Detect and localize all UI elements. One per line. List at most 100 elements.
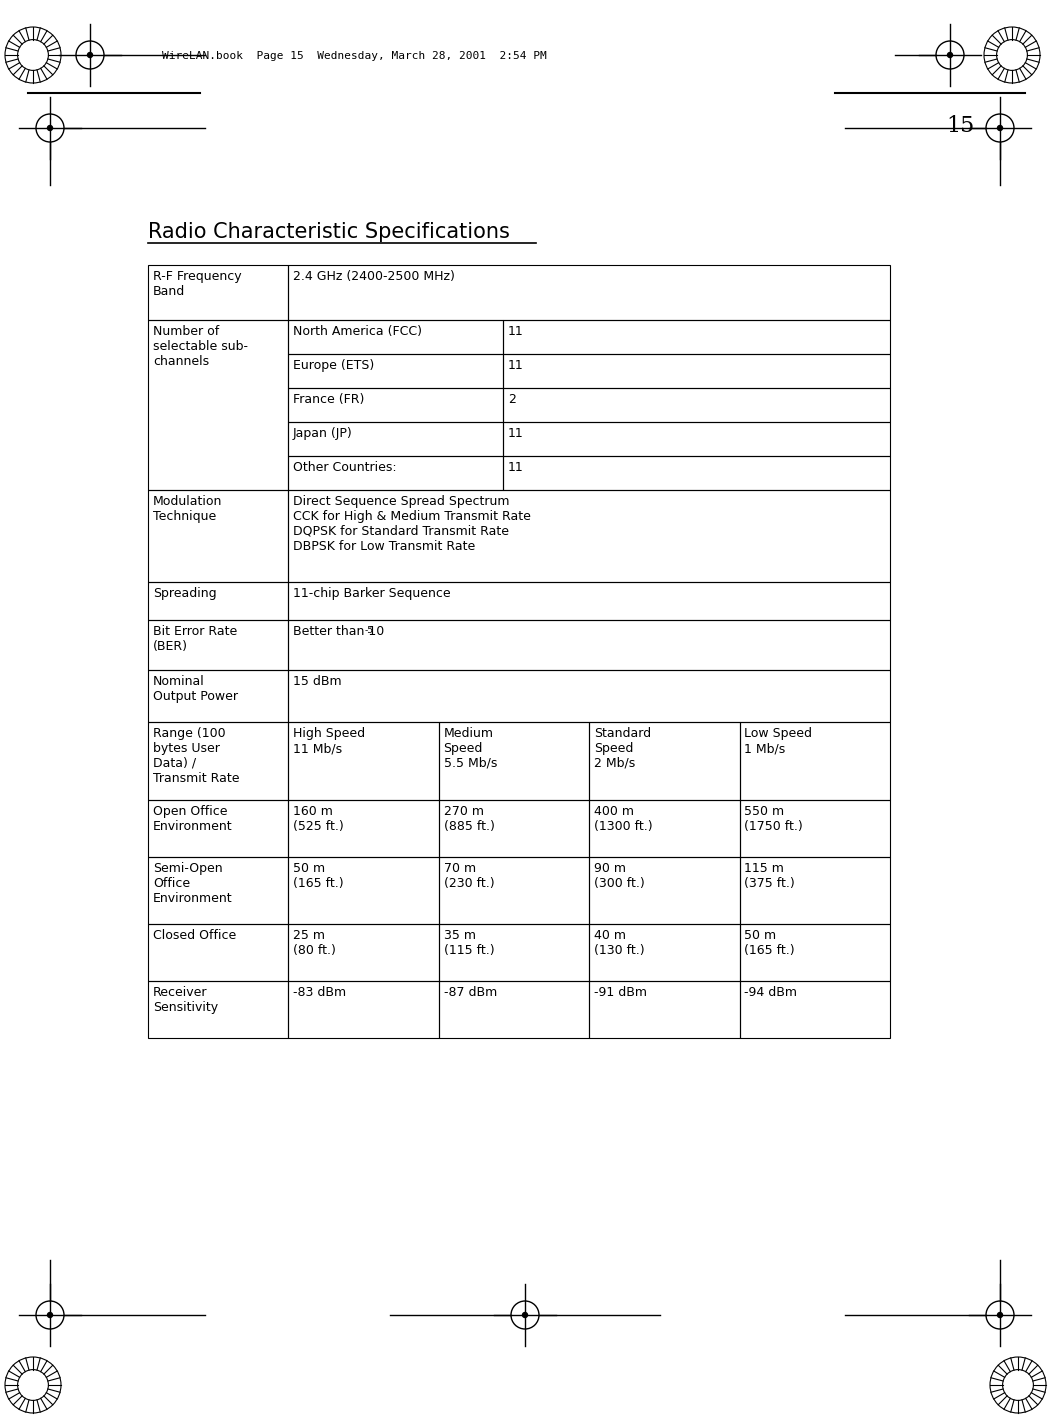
Bar	[148, 319, 288, 491]
Bar	[288, 620, 890, 670]
Text: 15: 15	[946, 116, 974, 137]
Text: 11: 11	[508, 461, 523, 473]
Bar	[148, 857, 288, 924]
Text: Open Office
Environment: Open Office Environment	[153, 806, 232, 833]
Text: 550 m
(1750 ft.): 550 m (1750 ft.)	[744, 806, 803, 833]
Text: Closed Office: Closed Office	[153, 928, 236, 943]
Text: Other Countries:: Other Countries:	[293, 461, 396, 473]
Text: Europe (ETS): Europe (ETS)	[293, 359, 374, 372]
Text: Japan (JP): Japan (JP)	[293, 426, 353, 441]
Bar	[148, 722, 288, 800]
Text: 2: 2	[508, 394, 516, 406]
Text: Number of
selectable sub-
channels: Number of selectable sub- channels	[153, 325, 248, 368]
Text: Better than 10: Better than 10	[293, 625, 385, 637]
Bar	[503, 319, 890, 354]
Bar	[288, 319, 503, 354]
Text: Standard
Speed
2 Mb/s: Standard Speed 2 Mb/s	[594, 727, 652, 770]
Text: Semi-Open
Office
Environment: Semi-Open Office Environment	[153, 861, 232, 906]
Text: Spreading: Spreading	[153, 588, 217, 600]
Bar	[589, 800, 740, 857]
Text: 400 m
(1300 ft.): 400 m (1300 ft.)	[594, 806, 653, 833]
Text: 11: 11	[508, 426, 523, 441]
Text: -91 dBm: -91 dBm	[594, 985, 647, 1000]
Text: North America (FCC): North America (FCC)	[293, 325, 423, 338]
Bar	[148, 670, 288, 722]
Bar	[288, 491, 890, 582]
Text: Radio Characteristic Specifications: Radio Characteristic Specifications	[148, 222, 510, 242]
Text: 90 m
(300 ft.): 90 m (300 ft.)	[594, 861, 644, 890]
Bar	[148, 582, 288, 620]
Text: High Speed
11 Mb/s: High Speed 11 Mb/s	[293, 727, 365, 754]
Bar	[740, 857, 890, 924]
Bar	[503, 354, 890, 388]
Text: Range (100
bytes User
Data) /
Transmit Rate: Range (100 bytes User Data) / Transmit R…	[153, 727, 240, 784]
Circle shape	[522, 1312, 528, 1318]
Text: 35 m
(115 ft.): 35 m (115 ft.)	[444, 928, 494, 957]
Bar	[148, 491, 288, 582]
Circle shape	[997, 1312, 1003, 1318]
Text: 50 m
(165 ft.): 50 m (165 ft.)	[293, 861, 344, 890]
Bar	[438, 857, 589, 924]
Bar	[589, 857, 740, 924]
Text: Direct Sequence Spread Spectrum
CCK for High & Medium Transmit Rate
DQPSK for St: Direct Sequence Spread Spectrum CCK for …	[293, 495, 531, 553]
Text: 40 m
(130 ft.): 40 m (130 ft.)	[594, 928, 644, 957]
Bar	[288, 582, 890, 620]
Bar	[288, 265, 890, 319]
Bar	[288, 857, 438, 924]
Text: Medium
Speed
5.5 Mb/s: Medium Speed 5.5 Mb/s	[444, 727, 497, 770]
Text: 25 m
(80 ft.): 25 m (80 ft.)	[293, 928, 336, 957]
Text: -83 dBm: -83 dBm	[293, 985, 346, 1000]
Bar	[589, 981, 740, 1038]
Bar	[148, 265, 288, 319]
Text: 115 m
(375 ft.): 115 m (375 ft.)	[744, 861, 796, 890]
Bar	[503, 388, 890, 422]
Text: WireLAN.book  Page 15  Wednesday, March 28, 2001  2:54 PM: WireLAN.book Page 15 Wednesday, March 28…	[162, 51, 547, 61]
Text: Low Speed
1 Mb/s: Low Speed 1 Mb/s	[744, 727, 812, 754]
Bar	[148, 924, 288, 981]
Bar	[740, 800, 890, 857]
Circle shape	[47, 1312, 53, 1318]
Text: 270 m
(885 ft.): 270 m (885 ft.)	[444, 806, 494, 833]
Bar	[288, 722, 438, 800]
Bar	[438, 722, 589, 800]
Text: Modulation
Technique: Modulation Technique	[153, 495, 223, 523]
Bar	[148, 981, 288, 1038]
Text: -94 dBm: -94 dBm	[744, 985, 798, 1000]
Text: 11: 11	[508, 325, 523, 338]
Bar	[740, 981, 890, 1038]
Bar	[288, 422, 503, 456]
Text: -87 dBm: -87 dBm	[444, 985, 497, 1000]
Circle shape	[948, 53, 952, 57]
Bar	[288, 354, 503, 388]
Text: 11-chip Barker Sequence: 11-chip Barker Sequence	[293, 588, 451, 600]
Bar	[438, 924, 589, 981]
Text: 15 dBm: 15 dBm	[293, 674, 342, 687]
Bar	[740, 924, 890, 981]
Bar	[288, 924, 438, 981]
Bar	[288, 456, 503, 491]
Bar	[288, 388, 503, 422]
Text: Receiver
Sensitivity: Receiver Sensitivity	[153, 985, 219, 1014]
Text: R-F Frequency
Band: R-F Frequency Band	[153, 270, 242, 298]
Text: Bit Error Rate
(BER): Bit Error Rate (BER)	[153, 625, 238, 653]
Bar	[503, 422, 890, 456]
Text: Nominal
Output Power: Nominal Output Power	[153, 674, 238, 703]
Text: 2.4 GHz (2400-2500 MHz): 2.4 GHz (2400-2500 MHz)	[293, 270, 455, 282]
Text: 160 m
(525 ft.): 160 m (525 ft.)	[293, 806, 344, 833]
Bar	[288, 800, 438, 857]
Bar	[288, 670, 890, 722]
Bar	[589, 722, 740, 800]
Bar	[438, 981, 589, 1038]
Text: -5: -5	[365, 626, 374, 635]
Text: 70 m
(230 ft.): 70 m (230 ft.)	[444, 861, 494, 890]
Bar	[288, 981, 438, 1038]
Text: 11: 11	[508, 359, 523, 372]
Circle shape	[997, 125, 1003, 131]
Bar	[589, 924, 740, 981]
Text: 50 m
(165 ft.): 50 m (165 ft.)	[744, 928, 796, 957]
Circle shape	[87, 53, 92, 57]
Circle shape	[47, 125, 53, 131]
Bar	[148, 620, 288, 670]
Bar	[503, 456, 890, 491]
Text: France (FR): France (FR)	[293, 394, 365, 406]
